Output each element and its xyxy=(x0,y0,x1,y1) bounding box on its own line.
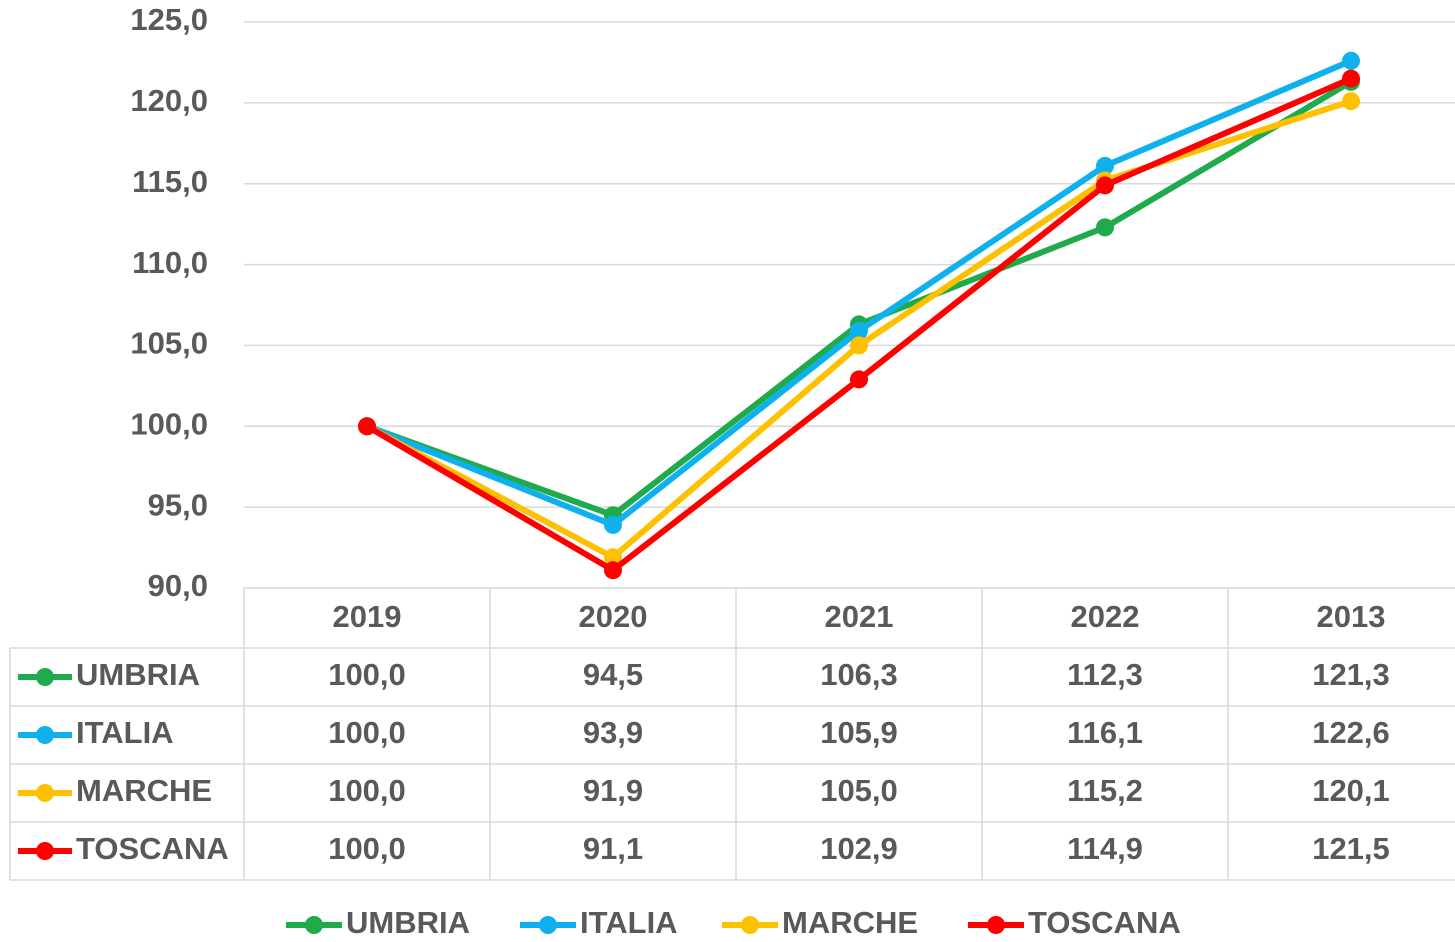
table-cell: 100,0 xyxy=(328,657,406,692)
legend-key-marker xyxy=(741,916,759,934)
table-cell: 94,5 xyxy=(583,657,643,692)
marker xyxy=(358,417,376,436)
y-tick-label: 90,0 xyxy=(148,568,208,603)
table-key-marker xyxy=(36,726,54,744)
table-cell: 100,0 xyxy=(328,831,406,866)
legend-label: MARCHE xyxy=(782,905,918,940)
marker xyxy=(850,336,868,355)
table-cell: 121,5 xyxy=(1312,831,1390,866)
marker xyxy=(1342,69,1360,88)
table-cell: 112,3 xyxy=(1067,657,1143,692)
series-line xyxy=(365,58,1353,528)
table-row-label: ITALIA xyxy=(76,715,174,750)
marker xyxy=(604,515,622,534)
marker xyxy=(1096,176,1114,195)
table-row-label: UMBRIA xyxy=(76,657,200,692)
table-cell: 115,2 xyxy=(1067,773,1143,808)
marker xyxy=(604,548,622,567)
table-cell: 91,1 xyxy=(583,831,643,866)
table-cell: 121,3 xyxy=(1312,657,1390,692)
marker xyxy=(604,561,622,580)
legend-key-marker xyxy=(539,916,557,934)
y-tick-label: 115,0 xyxy=(132,164,208,199)
marker xyxy=(1342,92,1360,111)
legend-key-marker xyxy=(987,916,1005,934)
table-cell: 114,9 xyxy=(1067,831,1143,866)
table-cell: 105,9 xyxy=(820,715,898,750)
x-tick-label: 2022 xyxy=(1071,599,1140,634)
table-cell: 100,0 xyxy=(328,715,406,750)
x-tick-label: 2019 xyxy=(333,599,402,634)
table-key-marker xyxy=(36,668,54,686)
y-tick-label: 110,0 xyxy=(132,245,208,280)
legend-label: UMBRIA xyxy=(346,905,470,940)
table-row-label: MARCHE xyxy=(76,773,212,808)
table-cell: 102,9 xyxy=(820,831,898,866)
table-cell: 122,6 xyxy=(1312,715,1390,750)
table-row-label: TOSCANA xyxy=(76,831,229,866)
table-cell: 93,9 xyxy=(583,715,643,750)
legend-label: ITALIA xyxy=(580,905,678,940)
x-tick-label: 2021 xyxy=(825,599,894,634)
y-tick-label: 120,0 xyxy=(130,83,208,118)
table-key-marker xyxy=(36,784,54,802)
legend-label: TOSCANA xyxy=(1028,905,1181,940)
y-tick-label: 95,0 xyxy=(148,487,208,522)
table-cell: 91,9 xyxy=(583,773,643,808)
table-cell: 120,1 xyxy=(1312,773,1390,808)
marker xyxy=(850,321,868,340)
y-tick-label: 125,0 xyxy=(130,2,208,37)
table-cell: 100,0 xyxy=(328,773,406,808)
y-tick-label: 105,0 xyxy=(130,326,208,361)
x-tick-label: 2013 xyxy=(1317,599,1386,634)
marker xyxy=(1096,156,1114,175)
table-cell: 106,3 xyxy=(820,657,898,692)
x-tick-label: 2020 xyxy=(579,599,648,634)
marker xyxy=(850,370,868,389)
legend-key-marker xyxy=(305,916,323,934)
marker xyxy=(1342,51,1360,70)
table-cell: 116,1 xyxy=(1067,715,1143,750)
table-cell: 105,0 xyxy=(820,773,898,808)
marker xyxy=(1096,218,1114,237)
y-tick-label: 100,0 xyxy=(130,406,208,441)
table-key-marker xyxy=(36,842,54,860)
